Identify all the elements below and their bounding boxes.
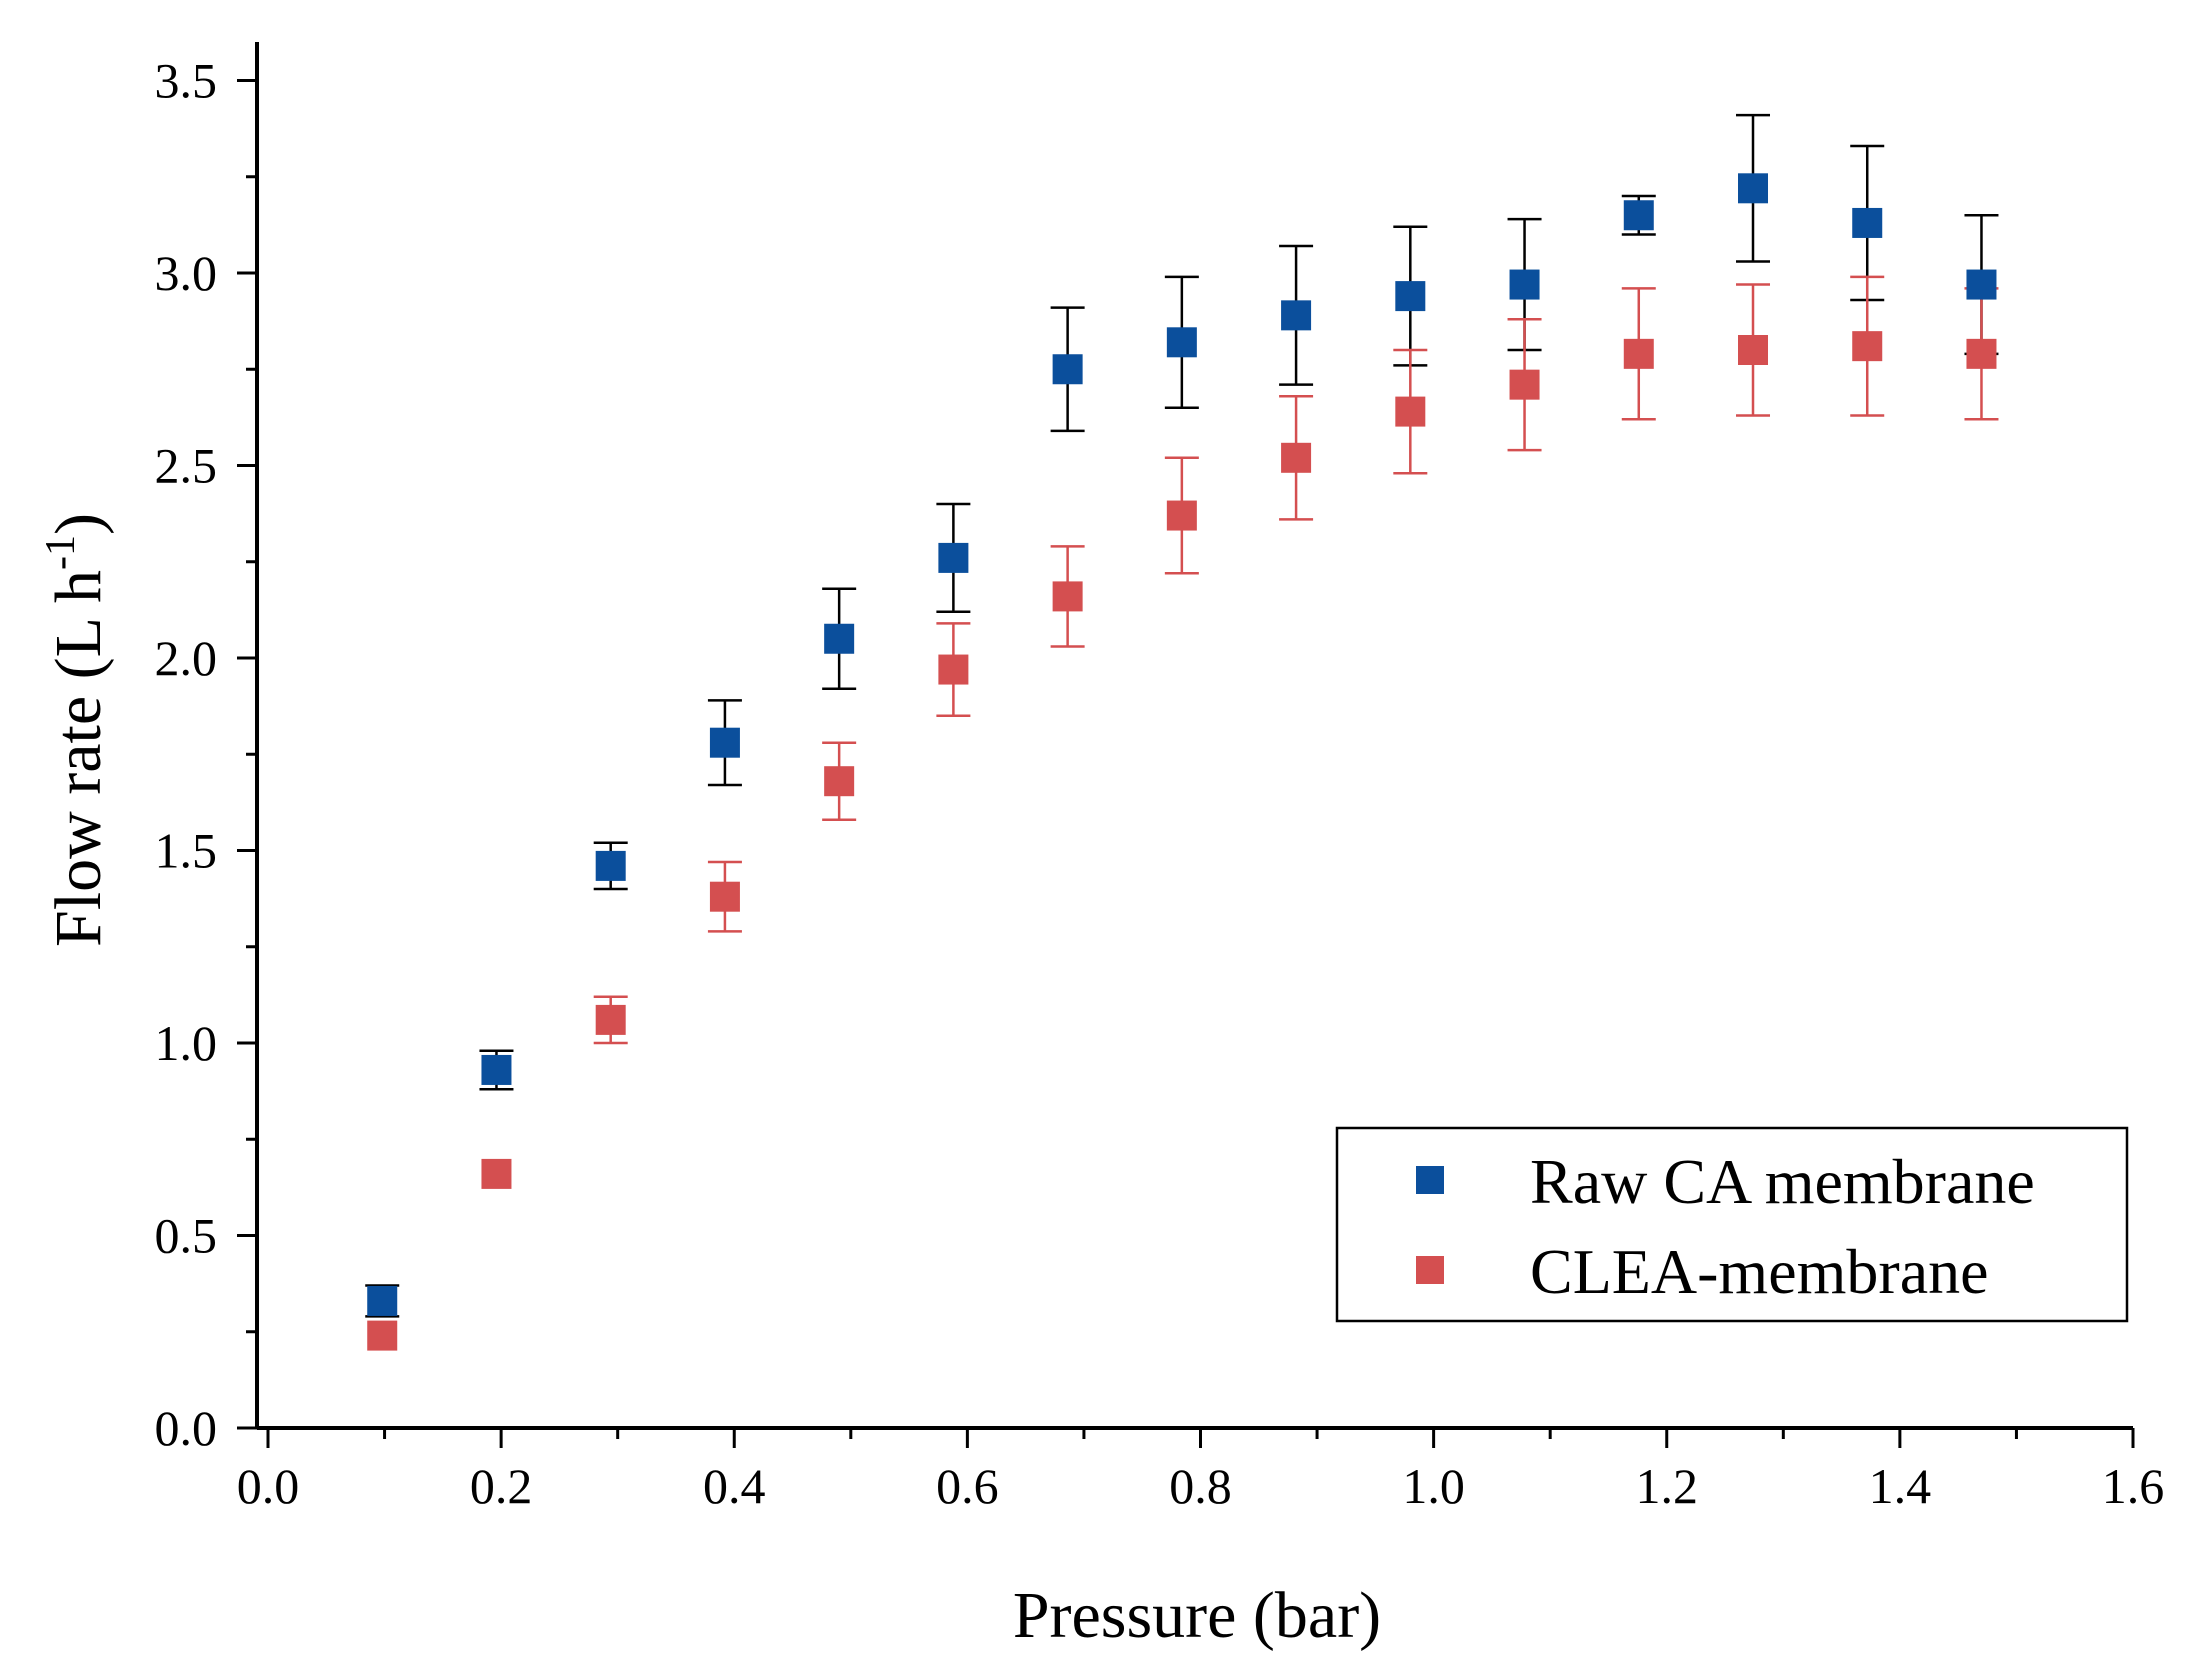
y-axis-title-main: Flow rate (L h <box>42 570 115 947</box>
data-point <box>1281 300 1312 331</box>
data-point <box>1966 269 1997 300</box>
data-point <box>1395 396 1426 427</box>
x-tick-label: 1.2 <box>1636 1458 1699 1514</box>
data-point <box>1852 207 1883 238</box>
data-point <box>1166 327 1197 358</box>
x-tick-label: 0.4 <box>703 1458 766 1514</box>
data-point <box>938 542 969 573</box>
y-tick-label: 3.5 <box>155 53 218 109</box>
x-tick-label: 0.6 <box>936 1458 999 1514</box>
data-point <box>1738 173 1769 204</box>
data-point <box>1509 369 1540 400</box>
y-tick-label: 2.0 <box>155 630 218 686</box>
data-point <box>1623 200 1654 231</box>
legend: Raw CA membrane CLEA-membrane <box>1335 1126 2129 1323</box>
data-point <box>367 1285 398 1316</box>
y-tick-label: 2.5 <box>155 438 218 494</box>
data-point <box>1281 442 1312 473</box>
data-point <box>824 766 855 797</box>
data-point <box>824 623 855 654</box>
x-tick-label: 1.0 <box>1402 1458 1465 1514</box>
data-point <box>595 850 626 881</box>
x-axis-title: Pressure (bar) <box>1013 1579 1381 1652</box>
data-point <box>1166 500 1197 531</box>
data-point <box>1509 269 1540 300</box>
legend-label-raw-ca: Raw CA membrane <box>1530 1146 2035 1217</box>
data-point <box>1395 281 1426 312</box>
data-point <box>1852 331 1883 362</box>
data-point <box>1052 581 1083 612</box>
marker-layer <box>367 173 1997 1351</box>
y-tick-label: 0.0 <box>155 1400 218 1456</box>
y-tick-label: 1.5 <box>155 823 218 879</box>
legend-marker-raw-ca <box>1416 1166 1444 1194</box>
data-point <box>1623 338 1654 369</box>
x-tick-label: 1.4 <box>1869 1458 1932 1514</box>
data-point <box>1966 338 1997 369</box>
y-axis-title-sup: -1 <box>38 535 84 570</box>
data-point <box>481 1158 512 1189</box>
data-point <box>709 727 740 758</box>
data-point <box>938 654 969 685</box>
y-tick-label: 3.0 <box>155 245 218 301</box>
data-point <box>1052 354 1083 385</box>
data-point <box>709 881 740 912</box>
y-axis-title-end: ) <box>42 513 115 535</box>
x-tick-label: 0.2 <box>470 1458 533 1514</box>
legend-label-clea: CLEA-membrane <box>1530 1236 1989 1307</box>
legend-marker-clea <box>1416 1256 1444 1284</box>
data-point <box>367 1320 398 1351</box>
data-point <box>481 1054 512 1085</box>
x-tick-label: 0.0 <box>237 1458 300 1514</box>
x-tick-label: 0.8 <box>1169 1458 1232 1514</box>
legend-box <box>1335 1126 2129 1323</box>
y-axis-title: Flow rate (L h-1) <box>38 513 115 947</box>
axes-layer: 0.0 0.2 0.4 0.6 0.8 1.0 1.2 1.4 1.6 0.0 0.5 1.0 1.5 2… <box>155 42 2165 1514</box>
data-point <box>1738 335 1769 365</box>
x-tick-label: 1.6 <box>2102 1458 2165 1514</box>
data-point <box>595 1004 626 1035</box>
y-tick-label: 0.5 <box>155 1208 218 1264</box>
y-tick-label: 1.0 <box>155 1015 218 1071</box>
